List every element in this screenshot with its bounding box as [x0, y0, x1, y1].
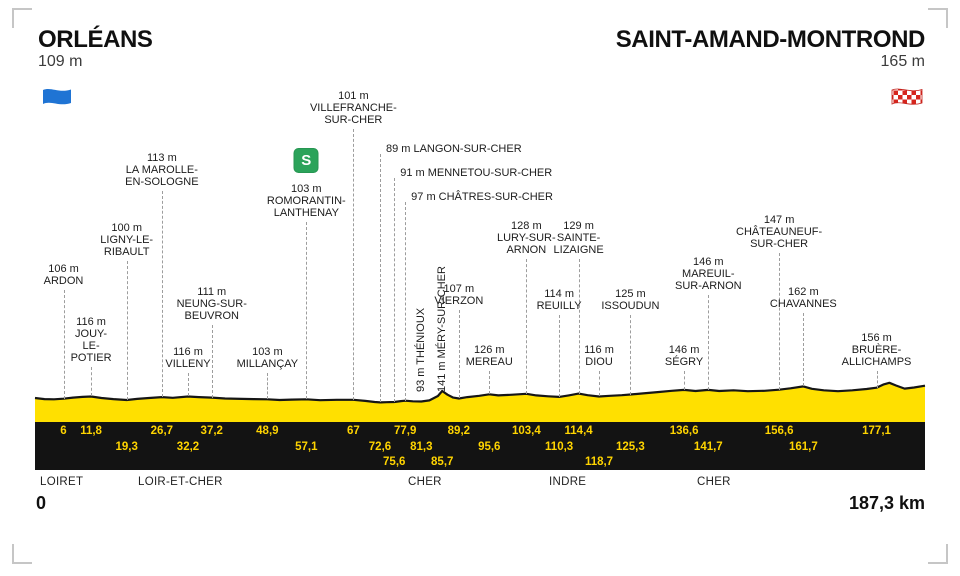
waypoint-label: 125 m ISSOUDUN [601, 288, 660, 312]
waypoint-label: 89 m LANGON-SUR-CHER [385, 143, 522, 155]
waypoint-label: 146 m MAREUIL- SUR-ARNON [675, 256, 742, 292]
department-label: LOIRET [40, 476, 84, 488]
waypoint-label: 103 m ROMORANTIN- LANTHENAY [266, 183, 346, 219]
waypoint-dash-line [876, 371, 878, 388]
km-marker: 6 [60, 425, 67, 437]
finish-flag-icon [889, 86, 925, 117]
waypoint-label: 147 m CHÂTEAUNEUF- SUR-CHER [736, 214, 823, 250]
waypoint-label: 162 m CHAVANNES [769, 286, 837, 310]
km-marker: 75,6 [383, 456, 406, 468]
finish-elevation: 165 m [880, 53, 925, 70]
waypoint-dash-line [779, 253, 781, 390]
km-marker: 177,1 [862, 425, 891, 437]
km-marker: 114,4 [564, 425, 593, 437]
waypoint-dash-line [188, 373, 189, 397]
waypoint-label: 100 m LIGNY-LE- RIBAULT [100, 222, 154, 258]
km-marker: 125,3 [616, 440, 645, 453]
waypoint-dash-line [526, 259, 528, 394]
distance-bar [35, 422, 925, 470]
waypoint-label: 103 m MILLANÇAY [236, 346, 299, 370]
waypoint-dash-line [630, 315, 632, 395]
waypoint-dash-line [684, 371, 686, 390]
start-flag-icon [40, 86, 74, 117]
waypoint-label: 93 m THÉNIOUX [415, 307, 428, 392]
km-marker: 141,7 [693, 440, 723, 453]
km-marker: 19,3 [115, 440, 138, 453]
km-marker: 103,4 [511, 425, 541, 437]
km-marker: 81,3 [410, 440, 433, 453]
waypoint-label: 116 m JOUY- LE- POTIER [70, 316, 112, 364]
waypoint-label: 116 m DIOU [584, 344, 614, 368]
km-marker: 48,9 [256, 425, 279, 437]
km-marker: 11,8 [80, 425, 102, 437]
km-marker: 37,2 [200, 425, 223, 437]
km-marker: 72,6 [368, 440, 392, 453]
waypoint-dash-line [559, 315, 561, 397]
finish-city-title: SAINT-AMAND-MONTROND [615, 26, 926, 53]
km-marker: 77,9 [393, 425, 417, 437]
waypoint-label: 101 m VILLEFRANCHE- SUR-CHER [309, 90, 397, 126]
waypoint-dash-line [458, 310, 460, 399]
waypoint-dash-line [353, 129, 355, 400]
waypoint-label: 113 m LA MAROLLE- EN-SOLOGNE [125, 152, 199, 188]
corner-bracket-bottom-left [12, 544, 32, 564]
department-label: INDRE [549, 476, 587, 488]
waypoint-label: 126 m MEREAU [465, 344, 513, 368]
waypoint-label: 114 m REUILLY [536, 288, 582, 312]
waypoint-dash-line [63, 290, 65, 399]
total-distance: 187,3 km [848, 493, 925, 513]
waypoint-dash-line [599, 371, 601, 397]
km-marker: 95,6 [478, 440, 501, 453]
km-marker: 85,7 [431, 456, 454, 468]
waypoint-label: 106 m ARDON [43, 263, 84, 287]
waypoint-dash-line [126, 261, 128, 400]
start-city-title: ORLÉANS [38, 26, 153, 53]
waypoint-label: 97 m CHÂTRES-SUR-CHER [411, 191, 553, 203]
waypoint-dash-line [211, 325, 213, 398]
waypoint-label: 156 m BRUÈRE- ALLICHAMPS [841, 332, 912, 368]
km-marker: 161,7 [788, 440, 818, 453]
km-marker: 136,6 [669, 425, 699, 437]
department-label: CHER [697, 476, 731, 488]
waypoint-label: 91 m MENNETOU-SUR-CHER [400, 167, 553, 179]
start-km: 0 [36, 493, 47, 513]
km-marker: 118,7 [584, 456, 614, 468]
waypoint-dash-line [306, 222, 308, 400]
corner-bracket-top-left [12, 8, 32, 28]
waypoint-dash-line [394, 178, 396, 402]
km-marker: 110,3 [545, 440, 574, 453]
km-marker: 89,2 [447, 425, 471, 437]
km-marker: 156,6 [764, 425, 794, 437]
waypoint-label: 129 m SAINTE- LIZAIGNE [553, 220, 604, 256]
start-elevation: 109 m [38, 53, 83, 70]
waypoint-dash-line [803, 313, 805, 387]
km-marker: 26,7 [150, 425, 174, 437]
waypoint-dash-line [489, 371, 491, 395]
waypoint-dash-line [708, 295, 710, 390]
km-marker: 57,1 [295, 440, 318, 453]
waypoint-label: 111 m NEUNG-SUR- BEUVRON [176, 286, 247, 322]
waypoint-dash-line [379, 154, 381, 403]
km-marker: 67 [346, 425, 360, 437]
waypoint-dash-line [578, 259, 580, 394]
waypoint-dash-line [91, 367, 93, 397]
corner-bracket-bottom-right [928, 544, 948, 564]
waypoint-dash-line [405, 202, 407, 401]
waypoint-dash-line [267, 373, 269, 400]
sprint-icon: S [293, 148, 319, 173]
waypoint-dash-line [161, 191, 163, 398]
waypoint-label: 107 m VIERZON [434, 283, 484, 307]
waypoint-label: 146 m SÉGRY [664, 344, 704, 368]
waypoint-label: 128 m LURY-SUR- ARNON [496, 220, 556, 256]
department-label: LOIR-ET-CHER [138, 476, 223, 488]
km-marker: 32,2 [176, 440, 200, 453]
corner-bracket-top-right [928, 8, 948, 28]
department-label: CHER [408, 476, 442, 488]
waypoint-label: 116 m VILLENY [165, 346, 211, 370]
